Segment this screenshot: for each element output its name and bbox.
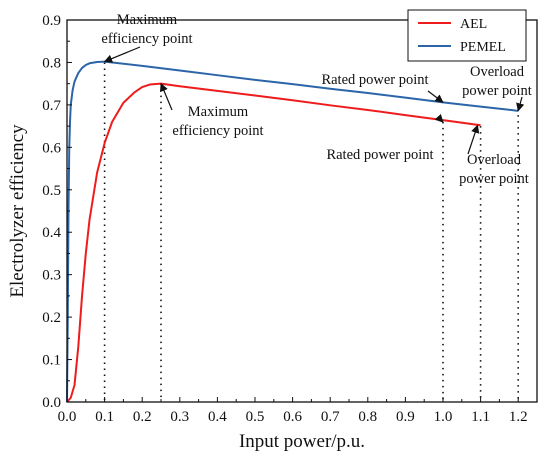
x-tick-label: 1.0 xyxy=(434,409,453,425)
annotation-ael-max-line2: efficiency point xyxy=(172,123,263,139)
annotation-pemel-overload: Overload power point xyxy=(462,64,532,99)
annotation-pemel-rated: Rated power point xyxy=(321,72,428,88)
legend-label-pemel: PEMEL xyxy=(460,40,506,55)
x-tick-label: 0.1 xyxy=(95,409,114,425)
y-axis-label: Electrolyzer efficiency xyxy=(7,124,28,298)
series-line-pemel xyxy=(66,60,519,403)
annotation-ael-overload-line2: power point xyxy=(459,171,529,187)
y-tick-label: 0.5 xyxy=(42,183,61,199)
annotation-arrows xyxy=(103,46,525,155)
annotation-ael-max: Maximum efficiency point xyxy=(172,104,263,139)
x-axis-ticks: 0.0 0.1 0.2 0.3 0.4 0.5 0.6 0.7 0.8 0.9 1.0 1.1 1.2 xyxy=(58,397,528,425)
x-tick-label: 0.5 xyxy=(246,409,265,425)
x-tick-label: 0.7 xyxy=(321,409,340,425)
plot-frame xyxy=(66,19,538,403)
x-tick-label: 0.0 xyxy=(58,409,77,425)
annotation-ael-overload: Overload power point xyxy=(459,152,529,187)
annotation-pemel-overload-line2: power point xyxy=(462,83,532,99)
series-lines xyxy=(66,60,519,403)
x-tick-label: 0.8 xyxy=(358,409,377,425)
legend-label-ael: AEL xyxy=(460,17,487,32)
y-tick-label: 0.4 xyxy=(42,225,61,241)
x-tick-label: 1.1 xyxy=(471,409,490,425)
annotation-arrow xyxy=(160,82,173,111)
y-tick-label: 0.7 xyxy=(42,98,61,114)
y-tick-label: 0.6 xyxy=(42,140,61,156)
annotation-arrow xyxy=(103,46,141,63)
x-tick-label: 0.2 xyxy=(133,409,152,425)
annotation-pemel-rated-line1: Rated power point xyxy=(321,72,428,88)
annotation-arrow xyxy=(516,96,525,112)
legend: AEL PEMEL xyxy=(407,9,527,62)
y-tick-label: 0.8 xyxy=(42,55,61,71)
annotation-ael-overload-line1: Overload xyxy=(467,152,522,168)
y-tick-label: 0.1 xyxy=(42,353,61,369)
annotation-arrow xyxy=(427,90,444,103)
legend-box xyxy=(407,9,527,62)
annotation-pemel-max: Maximum efficiency point xyxy=(101,12,192,47)
y-tick-label: 0.9 xyxy=(42,13,61,29)
y-tick-label: 0.3 xyxy=(42,268,61,284)
x-tick-label: 1.2 xyxy=(509,409,528,425)
annotation-arrow xyxy=(434,113,444,123)
y-tick-label: 0.2 xyxy=(42,310,61,326)
y-axis-ticks: 0.0 0.1 0.2 0.3 0.4 0.5 0.6 0.7 0.8 0.9 xyxy=(42,13,72,411)
annotation-ael-rated: Rated power point xyxy=(326,147,433,163)
x-tick-label: 0.6 xyxy=(283,409,302,425)
series-line-ael xyxy=(66,82,481,403)
x-axis-label: Input power/p.u. xyxy=(239,431,365,452)
annotation-ael-max-line1: Maximum xyxy=(188,104,249,120)
guide-lines xyxy=(103,62,520,402)
annotation-pemel-overload-line1: Overload xyxy=(470,64,525,80)
x-tick-label: 0.4 xyxy=(208,409,227,425)
x-tick-label: 0.9 xyxy=(396,409,415,425)
x-tick-label: 0.3 xyxy=(170,409,189,425)
annotation-ael-rated-line1: Rated power point xyxy=(326,147,433,163)
annotation-arrow xyxy=(467,124,480,155)
y-tick-label: 0.0 xyxy=(42,395,61,411)
annotation-pemel-max-line1: Maximum xyxy=(117,12,178,28)
annotation-pemel-max-line2: efficiency point xyxy=(101,31,192,47)
